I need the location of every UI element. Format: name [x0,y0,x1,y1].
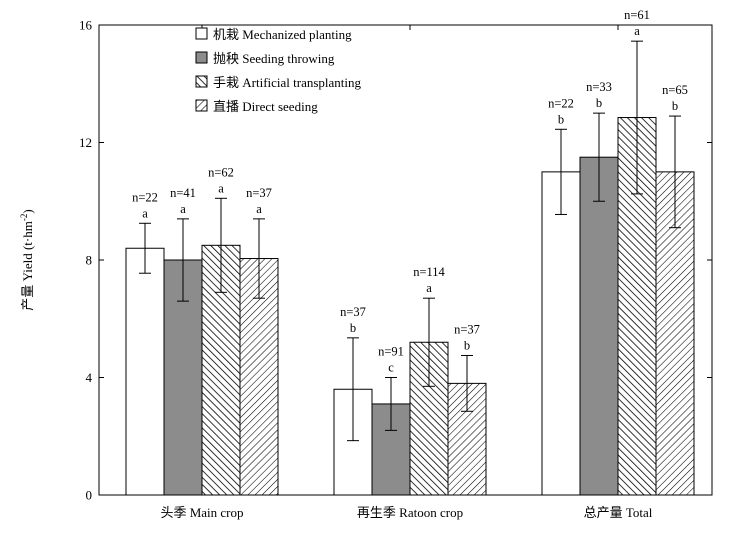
sample-size-label: n=22 [548,96,574,110]
legend-swatch-throwing [195,51,208,64]
bar [125,247,165,496]
significance-letter: a [426,281,432,295]
annotations-group: a n=22 a n=41 a n=62 a n=37 b n=37 c n=91 a n=114 b n=3… [132,8,688,374]
legend-label-direct: 直播 Direct seeding [213,99,318,114]
sample-size-label: n=22 [132,190,158,204]
legend-label-transplanting: 手栽 Artificial transplanting [213,75,362,90]
bars-group [125,40,695,496]
bar [541,171,581,496]
significance-letter: a [180,202,186,216]
sample-size-label: n=37 [454,322,480,336]
significance-letter: a [634,24,640,38]
bar [579,156,619,496]
y-tick-label: 16 [79,18,93,33]
sample-size-label: n=62 [208,165,234,179]
significance-letter: b [672,99,678,113]
significance-letter: b [558,112,564,126]
y-tick-label: 8 [86,253,93,268]
sample-size-label: n=37 [340,305,366,319]
legend-label-mechanized: 机栽 Mechanized planting [213,27,352,42]
sample-size-label: n=37 [246,186,272,200]
y-tick-label: 4 [86,370,93,385]
legend-label-throwing: 抛秧 Seeding throwing [213,51,335,66]
sample-size-label: n=61 [624,8,650,22]
sample-size-label: n=114 [413,265,445,279]
significance-letter: a [142,206,148,220]
x-category-label: 头季 Main crop [160,505,243,520]
sample-size-label: n=65 [662,83,688,97]
legend-swatch-mechanized [195,27,208,40]
significance-letter: a [218,181,224,195]
legend-swatch-transplanting [195,75,208,88]
x-category-label: 总产量 Total [584,505,653,520]
significance-letter: c [388,361,394,375]
significance-letter: a [256,202,262,216]
y-tick-label: 0 [86,488,93,503]
x-category-label: 再生季 Ratoon crop [357,505,463,520]
y-axis-title: 产量 Yield (t·hm-2) [19,209,35,310]
y-tick-label: 12 [79,135,92,150]
chart-legend: 机栽 Mechanized planting 抛秧 Seeding throwi… [195,27,362,114]
significance-letter: b [350,321,356,335]
sample-size-label: n=41 [170,186,196,200]
sample-size-label: n=33 [586,80,612,94]
sample-size-label: n=91 [378,345,404,359]
significance-letter: b [464,338,470,352]
significance-letter: b [596,96,602,110]
legend-swatch-direct [195,99,208,112]
